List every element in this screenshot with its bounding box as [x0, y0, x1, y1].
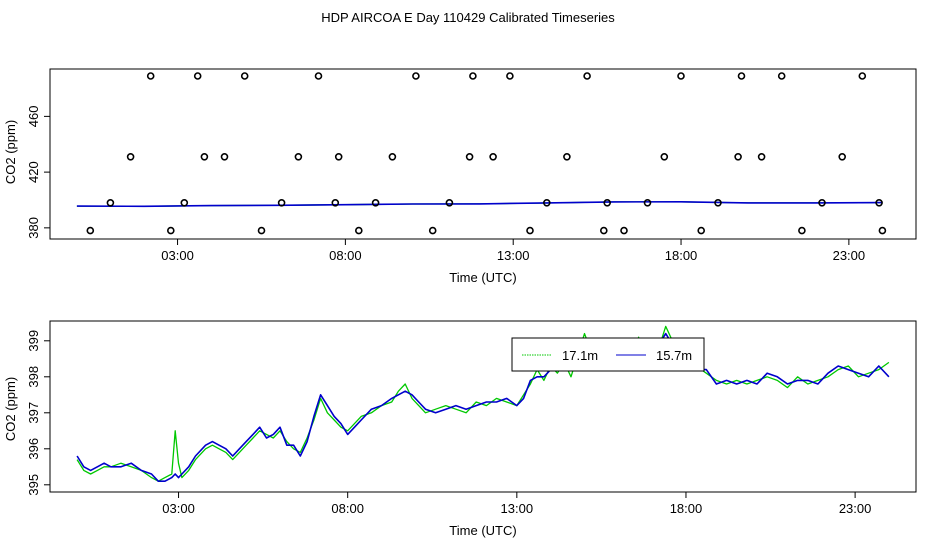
data-point	[526, 226, 534, 235]
upper-y-tick-label: 380	[26, 217, 41, 239]
data-point	[294, 153, 303, 161]
data-point	[599, 226, 608, 235]
data-point	[643, 199, 652, 207]
data-point	[798, 226, 806, 235]
legend-box	[511, 337, 705, 372]
lower-series	[76, 325, 890, 482]
data-point	[737, 72, 746, 80]
lower-y-tick-label: 396	[26, 438, 41, 460]
lower-x-tick-label: 13:00	[501, 501, 534, 516]
data-point	[818, 199, 826, 207]
data-point	[583, 72, 591, 80]
upper-y-tick-label: 460	[26, 106, 41, 128]
data-point	[334, 153, 343, 161]
upper-y-axis: 380 420 460	[26, 106, 50, 239]
data-point	[445, 199, 454, 207]
data-point	[697, 226, 706, 235]
lower-plot-frame	[49, 320, 917, 493]
upper-points	[86, 72, 887, 235]
data-point	[146, 72, 155, 80]
lower-x-axis: 03:00 08:00 13:00 18:00 23:00	[162, 492, 871, 516]
data-point	[777, 72, 786, 80]
data-point	[878, 226, 887, 235]
data-point	[660, 153, 669, 161]
upper-x-axis: 03:00 08:00 13:00 18:00 23:00	[161, 239, 865, 263]
data-point	[838, 153, 847, 161]
upper-x-tick-label: 08:00	[329, 248, 362, 263]
lower-x-tick-label: 18:00	[670, 501, 703, 516]
upper-x-tick-label: 23:00	[833, 248, 866, 263]
lower-legend: 17.1m 15.7m	[511, 337, 705, 372]
upper-x-tick-label: 03:00	[161, 248, 194, 263]
data-point	[757, 153, 766, 161]
lower-y-axis-label: CO2 (ppm)	[3, 377, 18, 441]
upper-series-157m-line	[76, 201, 883, 208]
data-point	[428, 226, 437, 235]
data-point	[257, 226, 266, 235]
data-point	[620, 226, 628, 235]
lower-series-157m-line	[76, 332, 890, 482]
upper-x-axis-label: Time (UTC)	[449, 270, 516, 285]
data-point	[240, 72, 249, 80]
data-point	[542, 199, 551, 207]
lower-panel: 03:00 08:00 13:00 18:00 23:00 39539639739839…	[3, 320, 917, 538]
data-point	[563, 153, 571, 161]
upper-series	[76, 201, 883, 208]
data-point	[714, 199, 722, 207]
upper-panel: 03:00 08:00 13:00 18:00 23:00 380 420 460 Time…	[3, 68, 917, 285]
data-point	[86, 226, 95, 235]
lower-x-tick-label: 08:00	[331, 501, 364, 516]
data-point	[371, 199, 380, 207]
data-point	[465, 153, 474, 161]
data-point	[220, 153, 229, 161]
lower-y-tick-label: 395	[26, 474, 41, 496]
upper-y-axis-label: CO2 (ppm)	[3, 120, 18, 184]
data-point	[193, 72, 202, 80]
lower-x-axis-label: Time (UTC)	[449, 523, 516, 538]
data-point	[603, 199, 612, 207]
data-point	[734, 153, 742, 161]
data-point	[489, 153, 497, 161]
lower-y-axis: 395 396 397 398 399	[26, 330, 50, 496]
data-point	[875, 199, 883, 207]
lower-y-tick-label: 399	[26, 330, 41, 352]
data-point	[677, 72, 685, 80]
data-point	[506, 72, 514, 80]
upper-x-tick-label: 18:00	[665, 248, 698, 263]
data-point	[412, 72, 420, 80]
data-point	[858, 72, 867, 80]
data-point	[469, 72, 477, 80]
lower-x-tick-label: 03:00	[162, 501, 195, 516]
lower-x-tick-label: 23:00	[839, 501, 872, 516]
upper-y-tick-label: 420	[26, 161, 41, 183]
data-point	[277, 199, 286, 207]
figure-title: HDP AIRCOA E Day 110429 Calibrated Times…	[321, 10, 615, 25]
upper-x-tick-label: 13:00	[497, 248, 530, 263]
data-point	[180, 199, 189, 207]
lower-y-tick-label: 398	[26, 366, 41, 388]
data-point	[200, 153, 209, 161]
legend-label-157m: 15.7m	[656, 348, 692, 363]
data-point	[354, 226, 363, 235]
data-point	[167, 226, 175, 235]
data-point	[126, 153, 135, 161]
lower-y-tick-label: 397	[26, 402, 41, 424]
upper-plot-frame	[49, 68, 917, 240]
data-point	[314, 72, 323, 80]
data-point	[331, 199, 340, 207]
legend-label-17m: 17.1m	[562, 348, 598, 363]
data-point	[388, 153, 397, 161]
data-point	[106, 199, 115, 207]
